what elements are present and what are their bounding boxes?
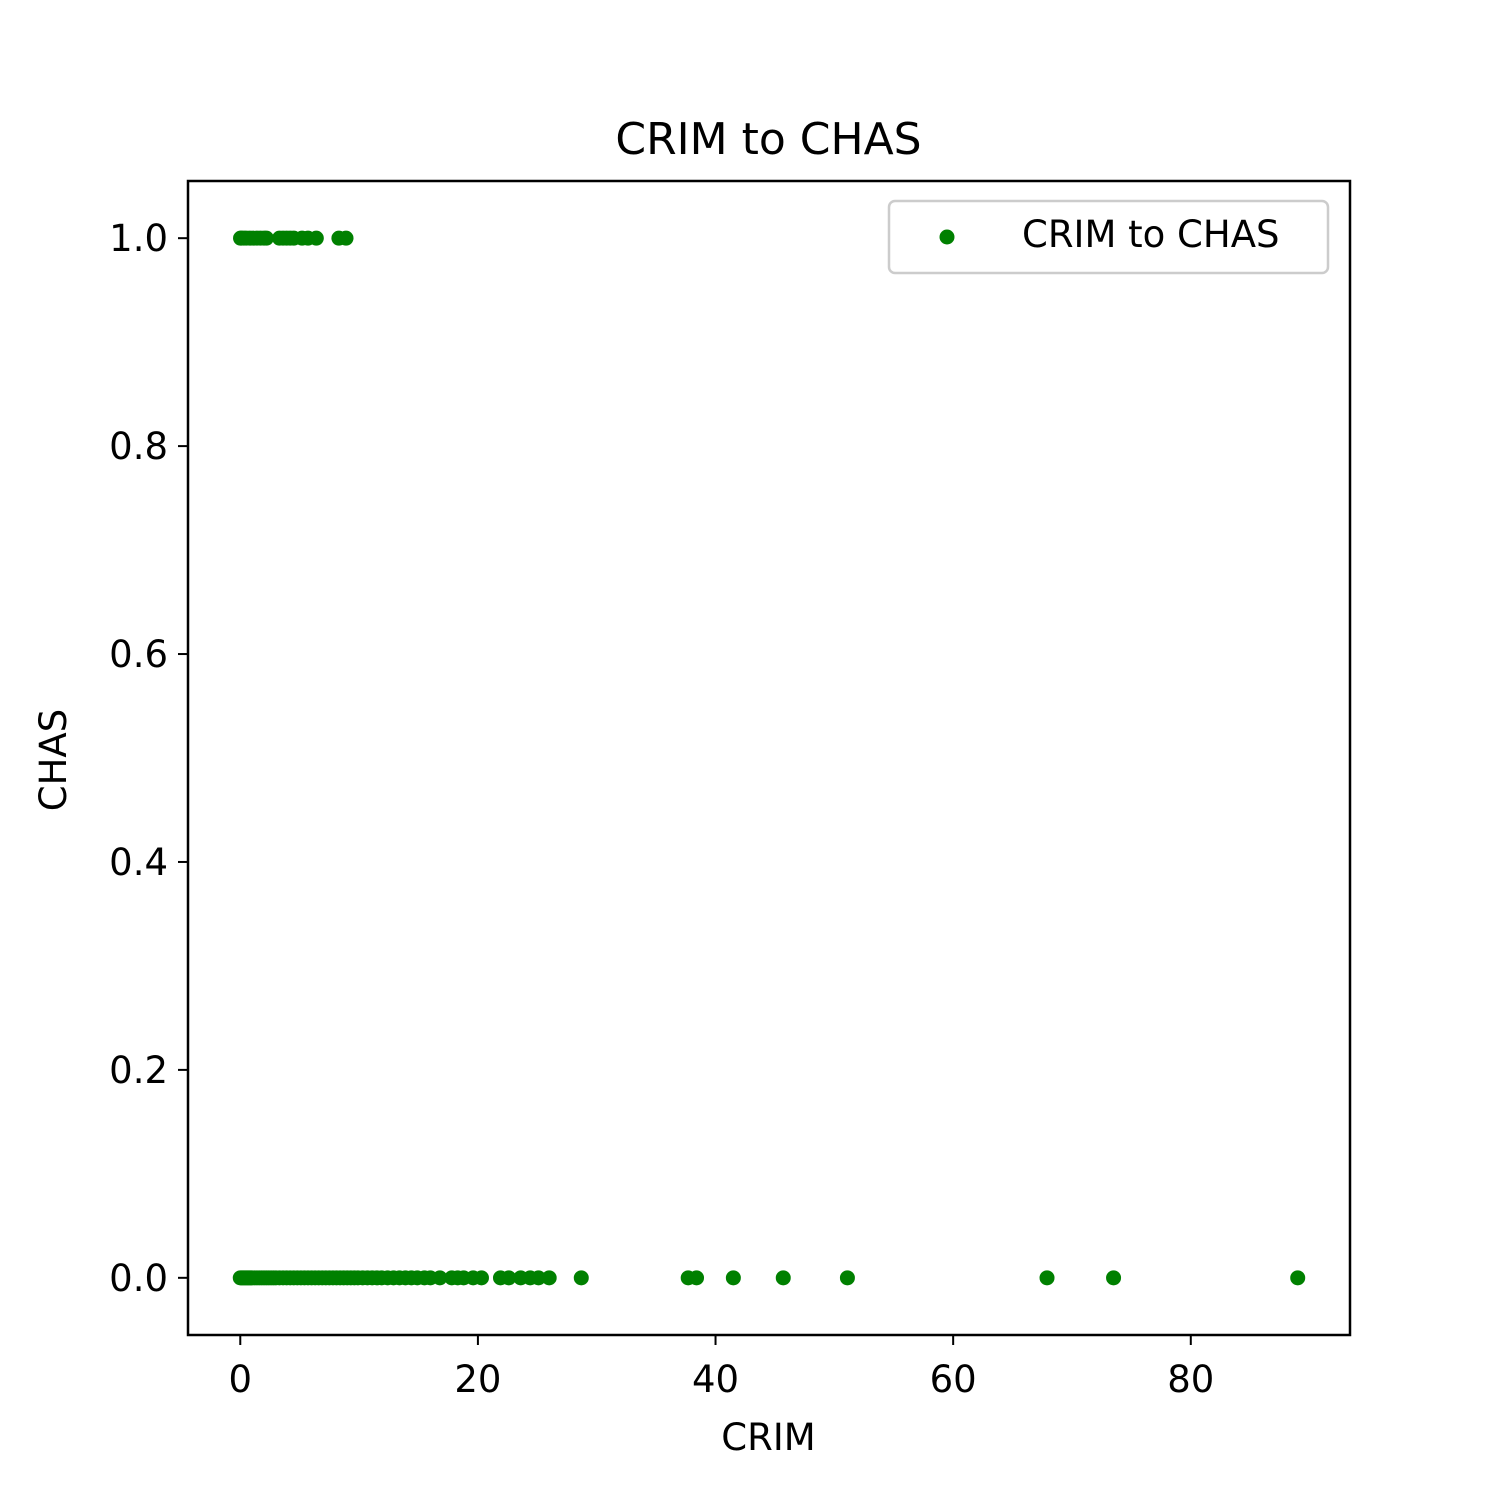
data-point — [1290, 1270, 1306, 1286]
data-points — [232, 230, 1306, 1286]
plot-frame — [186, 179, 1352, 1337]
data-point — [338, 230, 354, 246]
legend-box — [887, 199, 1330, 275]
y-tick-label: 0.2 — [109, 1049, 168, 1092]
legend-label: CRIM to CHAS — [1022, 213, 1280, 256]
data-point — [531, 1270, 547, 1286]
y-tick-label: 0.4 — [109, 841, 168, 884]
y-tick-label: 0.6 — [109, 633, 168, 676]
legend: CRIM to CHAS — [887, 199, 1330, 275]
data-point — [501, 1270, 517, 1286]
legend-marker — [939, 229, 955, 245]
data-point — [775, 1270, 791, 1286]
data-point — [573, 1270, 589, 1286]
x-tick-label: 0 — [229, 1358, 253, 1401]
x-tick-label: 80 — [1167, 1358, 1214, 1401]
data-point — [689, 1270, 705, 1286]
y-tick-label: 1.0 — [109, 217, 168, 260]
data-point — [1039, 1270, 1055, 1286]
y-tick-label: 0.8 — [109, 425, 168, 468]
data-point — [839, 1270, 855, 1286]
data-point — [432, 1270, 448, 1286]
chart-title: CRIM to CHAS — [615, 114, 921, 165]
y-tick-label: 0.0 — [109, 1257, 168, 1300]
data-point — [258, 230, 274, 246]
x-tick-label: 60 — [930, 1358, 977, 1401]
x-tick-label: 20 — [454, 1358, 501, 1401]
y-axis-label: CHAS — [32, 709, 75, 811]
data-point — [1106, 1270, 1122, 1286]
data-point — [473, 1270, 489, 1286]
x-axis-ticks: 0 20 40 60 80 — [229, 1335, 1214, 1401]
y-axis-ticks: 0.0 0.2 0.4 0.6 0.8 1.0 — [109, 217, 188, 1300]
x-tick-label: 40 — [692, 1358, 739, 1401]
data-point — [541, 1270, 557, 1286]
x-axis-label: CRIM — [721, 1416, 815, 1459]
data-point — [308, 230, 324, 246]
data-point — [725, 1270, 741, 1286]
